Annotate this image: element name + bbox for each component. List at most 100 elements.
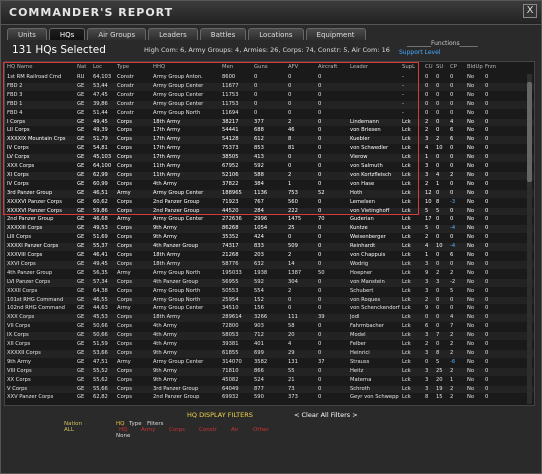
cell-hq-name[interactable]: 1st RM Railroad Cmd	[7, 74, 62, 80]
cell-leader[interactable]: Hoth	[350, 189, 363, 196]
cell-hq-name[interactable]: 9th Army	[7, 358, 31, 365]
cell-leader[interactable]: von Kortzfleisch	[350, 171, 392, 178]
cell-leader[interactable]: Schroth	[350, 385, 370, 392]
col-header-bldup[interactable]: BldUp	[467, 64, 483, 70]
table-row[interactable]: XXXXII Corps GE 53,66 Corps 9th Army 61855 699…	[5, 349, 534, 358]
cell-leader[interactable]: Heitz	[350, 367, 364, 374]
table-row[interactable]: XXX Corps GE 64,100 Corps 11th Army 67952 592 0…	[5, 163, 534, 171]
scrollbar-track[interactable]	[527, 74, 532, 404]
col-header-cu[interactable]: CU	[425, 64, 433, 70]
cell-hq-name[interactable]: FBD 2	[7, 82, 23, 89]
cell-hq-name[interactable]: VIII Corps	[7, 367, 32, 374]
cell-hq-name[interactable]: XXX Corps	[7, 314, 35, 321]
tab-battles[interactable]: Battles	[199, 28, 247, 40]
filter-option-army[interactable]: Army	[141, 427, 156, 433]
cell-hq-name[interactable]: 4th Panzer Group	[7, 269, 53, 276]
cell-hq-name[interactable]: XXV Panzer Corps	[7, 394, 54, 401]
tab-locations[interactable]: Locations	[248, 28, 304, 40]
cell-leader[interactable]: von Manstein	[350, 278, 385, 285]
col-header-supl[interactable]: SupL	[402, 64, 416, 70]
cell-leader[interactable]: Kuntze	[350, 225, 368, 232]
table-row[interactable]: XXXXVI Panzer Corps GE 60,62 Corps 2nd Panze…	[5, 199, 534, 207]
col-header-men[interactable]: Men	[222, 64, 234, 70]
close-icon[interactable]: X	[523, 4, 537, 18]
cell-leader[interactable]: von Salmuth	[350, 163, 383, 169]
col-header-su[interactable]: SU	[436, 64, 444, 70]
cell-leader[interactable]: Fahrmbacher	[350, 323, 385, 330]
table-row[interactable]: XXXXI Panzer Corps GE 55,37 Corps 4th Panzer…	[5, 243, 534, 251]
cell-hq-name[interactable]: I Corps	[7, 118, 26, 125]
cell-hq-name[interactable]: LVI Panzer Corps	[7, 278, 51, 285]
table-row[interactable]: IX Corps GE 50,66 Corps 4th Army 58053 712 20 0 M…	[5, 332, 534, 340]
cell-hq-name[interactable]: XX Corps	[7, 376, 31, 383]
cell-hq-name[interactable]: FBD 4	[7, 109, 23, 116]
cell-hq-name[interactable]: IV Corps	[7, 145, 29, 152]
col-header-loc[interactable]: Loc	[93, 64, 103, 70]
cell-hq-name[interactable]: XXXXVI Panzer Corps	[7, 207, 62, 214]
cell-hq-name[interactable]: XXXXIII Corps	[7, 225, 43, 232]
cell-hq-name[interactable]: 101st RHG Command	[7, 296, 64, 303]
col-header-aircraft[interactable]: Aircraft	[318, 64, 338, 70]
table-row[interactable]: LIII Corps GE 51,69 Corps 9th Army 35352 424 0 0…	[5, 234, 534, 242]
table-row[interactable]: 101st RHG Command GE 46,55 Corps Army Group …	[5, 296, 534, 305]
cell-hq-name[interactable]: XXXII Corps	[7, 287, 38, 294]
none-filter-option[interactable]: None	[116, 433, 131, 439]
table-row[interactable]: FBD 1 GE 39,86 Constr Army Group Center 11753…	[5, 100, 534, 109]
table-row[interactable]: XXX Corps GE 45,53 Corps 18th Army 289614 3266…	[5, 314, 534, 323]
col-header-hhq[interactable]: HHQ	[153, 64, 166, 70]
cell-hq-name[interactable]: XXXXIX Mountain Crps	[7, 136, 66, 143]
cell-hq-name[interactable]: XI Corps	[7, 171, 29, 178]
table-row[interactable]: LV Corps GE 45,103 Corps 17th Army 38505 413 0 0…	[5, 154, 534, 162]
table-row[interactable]: V Corps GE 55,66 Corps 3rd Panzer Group 64049…	[5, 385, 534, 394]
table-row[interactable]: FBD 2 GE 53,44 Constr Army Group Center 11677…	[5, 82, 534, 91]
cell-hq-name[interactable]: XXX Corps	[7, 163, 35, 169]
cell-hq-name[interactable]: LIII Corps	[7, 234, 32, 241]
table-row[interactable]: XXVI Corps GE 49,45 Corps 18th Army 58776 632 1…	[5, 260, 534, 269]
table-row[interactable]: LVI Panzer Corps GE 57,34 Corps 4th Panzer G…	[5, 278, 534, 287]
col-header-nat[interactable]: Nat	[77, 64, 87, 70]
table-row[interactable]: 1st RM Railroad Cmd RU 64,103 Constr Army Gr…	[5, 74, 534, 82]
cell-leader[interactable]: Vierow	[350, 154, 368, 161]
cell-hq-name[interactable]: XII Corps	[7, 341, 31, 347]
col-header-hq-name[interactable]: HQ Name	[7, 64, 33, 70]
col-header-guns[interactable]: Guns	[254, 64, 268, 70]
table-row[interactable]: VII Corps GE 50,66 Corps 4th Army 72800 903 58 0…	[5, 323, 534, 331]
table-row[interactable]: 4th Panzer Group GE 56,35 Army Army Group No…	[5, 270, 534, 278]
cell-leader[interactable]: von Briesen	[350, 127, 381, 134]
cell-leader[interactable]: Model	[350, 332, 366, 339]
table-row[interactable]: 2nd Panzer Group GE 46,68 Army Army Group Ce…	[5, 216, 534, 224]
support-level-label[interactable]: Support Level	[399, 49, 441, 56]
cell-leader[interactable]: Geyr von Schwepp	[350, 394, 399, 401]
table-row[interactable]: XXV Panzer Corps GE 62,82 Corps 2nd Panzer G…	[5, 394, 534, 402]
table-row[interactable]: XXXVIII Corps GE 46,41 Corps 18th Army 21268 2…	[5, 252, 534, 260]
cell-leader[interactable]: Lemelsen	[350, 198, 375, 205]
col-header-frzn[interactable]: Frzn	[485, 64, 496, 70]
table-row[interactable]: XXXXVI Panzer Corps GE 59,86 Corps 2nd Panze…	[5, 207, 534, 216]
cell-leader[interactable]: von Vietinghoff	[350, 207, 390, 214]
table-row[interactable]: LII Corps GE 49,39 Corps 17th Army 54441 688 46…	[5, 127, 534, 135]
table-row[interactable]: XXXXIII Corps GE 49,53 Corps 9th Army 86268 10…	[5, 225, 534, 234]
cell-hq-name[interactable]: XXXXVI Panzer Corps	[7, 198, 62, 205]
cell-hq-name[interactable]: IV Corps	[7, 180, 29, 187]
tab-air-groups[interactable]: Air Groups	[87, 28, 147, 40]
table-row[interactable]: IV Corps GE 54,81 Corps 17th Army 75373 853 81 0…	[5, 145, 534, 153]
filter-option-constr[interactable]: Constr	[199, 427, 217, 433]
table-row[interactable]: XXXII Corps GE 64,38 Corps Army Group North 5…	[5, 288, 534, 296]
cell-leader[interactable]: Guderian	[350, 216, 374, 223]
cell-leader[interactable]: Strauss	[350, 358, 370, 365]
table-row[interactable]: VIII Corps GE 55,52 Corps 9th Army 71810 866 55…	[5, 367, 534, 376]
cell-hq-name[interactable]: FBD 3	[7, 91, 23, 98]
cell-leader[interactable]: von Schwedler	[350, 145, 389, 152]
table-row[interactable]: XI Corps GE 62,99 Corps 11th Army 52106 588 2 0 v…	[5, 171, 534, 180]
table-row[interactable]: IV Corps GE 60,99 Corps 4th Army 37822 384 1 0 vo…	[5, 181, 534, 189]
cell-leader[interactable]: von Roques	[350, 296, 381, 303]
table-row[interactable]: I Corps GE 49,45 Corps 18th Army 38217 377 2 0 Li…	[5, 118, 534, 127]
filter-option-air[interactable]: Air	[231, 427, 239, 433]
filter-option-corps[interactable]: Corps	[169, 427, 185, 433]
cell-leader[interactable]: Schubert	[350, 287, 374, 294]
scrollbar-thumb[interactable]	[527, 82, 532, 182]
table-row[interactable]: XII Corps GE 51,59 Corps 4th Army 39381 401 4 0 F…	[5, 341, 534, 349]
cell-leader[interactable]: Felber	[350, 341, 366, 347]
nation-filter-value[interactable]: ALL	[64, 427, 74, 433]
col-header-afv[interactable]: AFV	[288, 64, 299, 70]
